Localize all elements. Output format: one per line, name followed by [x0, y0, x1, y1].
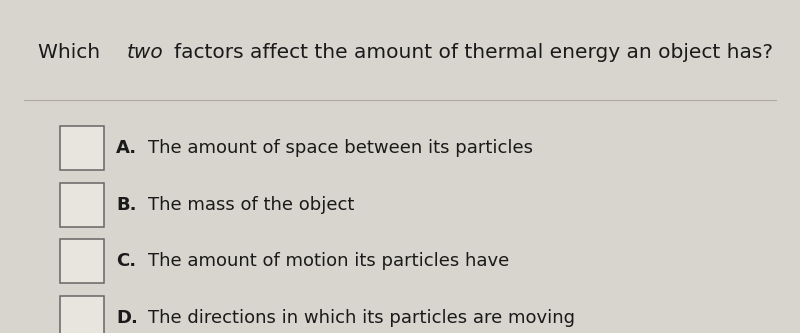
FancyBboxPatch shape — [60, 296, 104, 333]
Text: D.: D. — [116, 309, 138, 327]
Text: The amount of motion its particles have: The amount of motion its particles have — [148, 252, 510, 270]
Text: Which: Which — [38, 43, 107, 62]
FancyBboxPatch shape — [60, 126, 104, 170]
Text: two: two — [126, 43, 163, 62]
Text: The amount of space between its particles: The amount of space between its particle… — [148, 139, 533, 157]
FancyBboxPatch shape — [60, 183, 104, 227]
Text: B.: B. — [116, 196, 137, 214]
FancyBboxPatch shape — [60, 239, 104, 283]
Text: factors affect the amount of thermal energy an object has?: factors affect the amount of thermal ene… — [174, 43, 774, 62]
Text: A.: A. — [116, 139, 137, 157]
Text: The mass of the object: The mass of the object — [148, 196, 354, 214]
Text: The directions in which its particles are moving: The directions in which its particles ar… — [148, 309, 575, 327]
Text: C.: C. — [116, 252, 136, 270]
